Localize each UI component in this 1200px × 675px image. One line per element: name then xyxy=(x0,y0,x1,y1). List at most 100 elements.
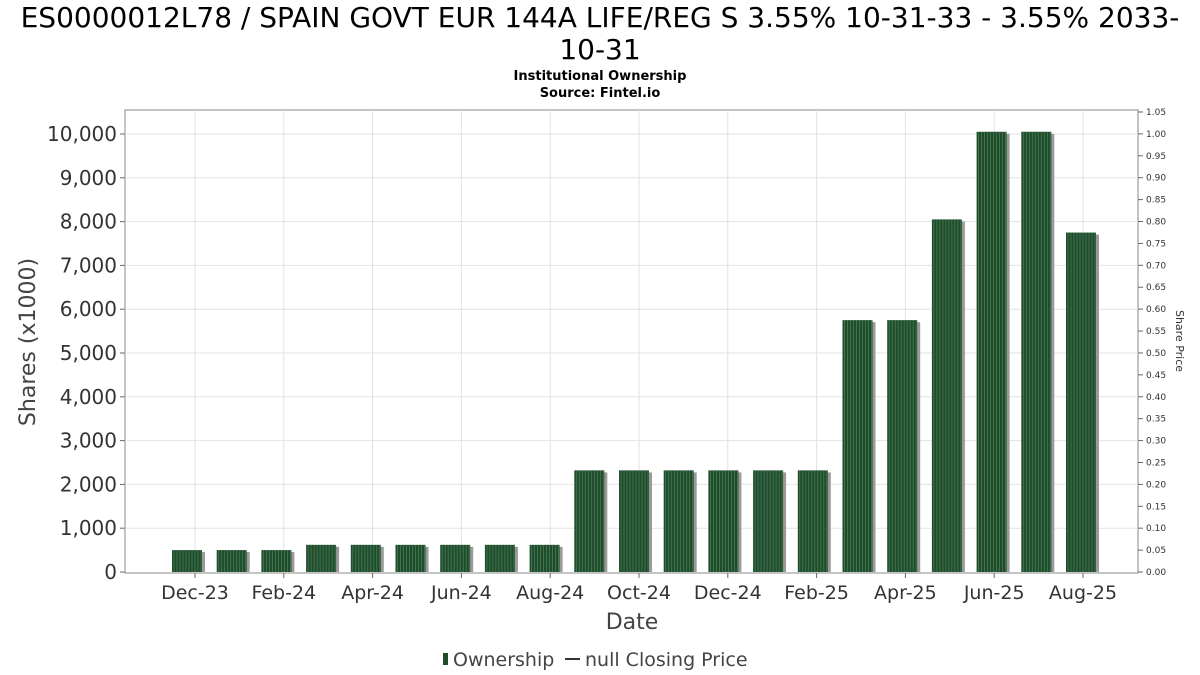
chart-title-line1: ES0000012L78 / SPAIN GOVT EUR 144A LIFE/… xyxy=(21,1,1180,34)
bar xyxy=(976,131,1010,572)
legend-ownership-label: Ownership xyxy=(453,649,554,671)
secondary-y-axis: 0.00 0.05 0.10 0.15 0.20 0.25 0.30 0.35 0.40 0.45… xyxy=(1138,108,1166,578)
bar xyxy=(663,470,697,572)
x-tick-label: Dec-24 xyxy=(694,582,762,604)
bar xyxy=(395,544,429,572)
y-axis: 0 1,000 2,000 3,000 4,000 5,000 6,000 7,000 8,00… xyxy=(47,122,125,584)
y2-tick-label: 0.30 xyxy=(1146,437,1166,447)
bar-fill xyxy=(887,320,918,572)
bar-fill xyxy=(440,544,471,572)
y-tick-label: 1,000 xyxy=(60,516,117,540)
y2-tick-label: 0.75 xyxy=(1146,239,1166,249)
x-tick-label: Apr-24 xyxy=(341,582,404,604)
bar xyxy=(753,470,787,572)
y-tick-label: 0 xyxy=(104,560,117,584)
y-tick-label: 3,000 xyxy=(60,429,117,453)
chart-subtitle: Institutional Ownership xyxy=(514,69,687,84)
y2-tick-label: 0.10 xyxy=(1146,524,1166,534)
y2-tick-label: 0.70 xyxy=(1146,261,1166,271)
bar xyxy=(172,550,205,572)
bar xyxy=(529,544,563,572)
y2-tick-label: 0.20 xyxy=(1146,480,1166,490)
bar xyxy=(797,470,831,572)
x-tick-label: Oct-24 xyxy=(607,582,671,604)
bar-fill xyxy=(1021,131,1052,572)
legend: Ownership null Closing Price xyxy=(443,649,748,671)
bar-fill xyxy=(976,131,1007,572)
x-tick-label: Dec-23 xyxy=(161,582,229,604)
y2-tick-label: 0.50 xyxy=(1146,349,1166,359)
y-tick-label: 2,000 xyxy=(60,472,117,496)
y2-tick-label: 0.60 xyxy=(1146,305,1166,315)
chart-source: Source: Fintel.io xyxy=(540,86,661,101)
y2-tick-label: 1.05 xyxy=(1146,108,1166,118)
bar-fill xyxy=(1066,232,1096,573)
secondary-y-axis-label: Share Price xyxy=(1173,310,1186,372)
bar-fill xyxy=(216,550,247,572)
y2-tick-label: 0.00 xyxy=(1146,568,1166,578)
legend-closing-price-label: null Closing Price xyxy=(585,649,748,671)
bar xyxy=(931,219,965,572)
y-tick-label: 6,000 xyxy=(60,297,117,321)
x-tick-label: Feb-24 xyxy=(251,582,316,604)
x-axis: Dec-23 Feb-24 Apr-24 Jun-24 Aug-24 Oct-24 Dec-… xyxy=(161,573,1117,604)
bar xyxy=(1021,131,1055,572)
x-tick-label: Apr-25 xyxy=(874,582,937,604)
x-tick-label: Aug-25 xyxy=(1049,582,1117,604)
bars xyxy=(172,131,1099,573)
y-tick-label: 4,000 xyxy=(60,385,117,409)
x-tick-label: Jun-25 xyxy=(963,582,1025,604)
bar xyxy=(708,470,742,572)
y2-tick-label: 0.55 xyxy=(1146,327,1166,337)
y2-tick-label: 0.45 xyxy=(1146,371,1166,381)
bar-fill xyxy=(931,219,962,572)
bar-fill xyxy=(306,544,337,572)
legend-ownership-swatch xyxy=(443,653,448,665)
y2-tick-label: 0.95 xyxy=(1146,152,1166,162)
x-tick-label: Jun-24 xyxy=(430,582,492,604)
bar-fill xyxy=(797,470,828,572)
bar xyxy=(350,544,384,572)
bar-fill xyxy=(753,470,784,572)
y-tick-label: 10,000 xyxy=(47,122,117,146)
y-tick-label: 9,000 xyxy=(60,166,117,190)
bar-fill xyxy=(529,544,560,572)
x-tick-label: Aug-24 xyxy=(516,582,584,604)
y2-tick-label: 0.90 xyxy=(1146,174,1166,184)
bar-fill xyxy=(484,544,515,572)
bar xyxy=(619,470,652,572)
bar xyxy=(261,550,295,572)
bar xyxy=(440,544,474,572)
y2-tick-label: 0.05 xyxy=(1146,546,1166,556)
bar-fill xyxy=(574,470,605,572)
y2-tick-label: 0.80 xyxy=(1146,218,1166,228)
bar-fill xyxy=(172,550,202,572)
bar xyxy=(216,550,250,572)
y2-tick-label: 0.35 xyxy=(1146,415,1166,425)
bar-fill xyxy=(395,544,426,572)
y2-tick-label: 0.15 xyxy=(1146,502,1166,512)
bar-fill xyxy=(261,550,292,572)
bar-fill xyxy=(842,320,873,572)
y2-tick-label: 0.65 xyxy=(1146,283,1166,293)
bar xyxy=(484,544,518,572)
y2-tick-label: 0.25 xyxy=(1146,458,1166,468)
y2-tick-label: 0.40 xyxy=(1146,393,1166,403)
y-axis-label: Shares (x1000) xyxy=(16,258,41,426)
bar-fill xyxy=(619,470,649,572)
y2-tick-label: 1.00 xyxy=(1146,130,1166,140)
bar xyxy=(1066,232,1099,573)
bar-fill xyxy=(350,544,381,572)
bar xyxy=(574,470,608,572)
chart-title-line2: 10-31 xyxy=(559,33,640,66)
bar-fill xyxy=(663,470,694,572)
bar xyxy=(306,544,340,572)
x-axis-label: Date xyxy=(606,610,659,635)
y2-tick-label: 0.85 xyxy=(1146,196,1166,206)
y-tick-label: 5,000 xyxy=(60,341,117,365)
bar xyxy=(887,320,921,572)
bar-fill xyxy=(708,470,739,572)
y-tick-label: 7,000 xyxy=(60,253,117,277)
bar xyxy=(842,320,876,572)
